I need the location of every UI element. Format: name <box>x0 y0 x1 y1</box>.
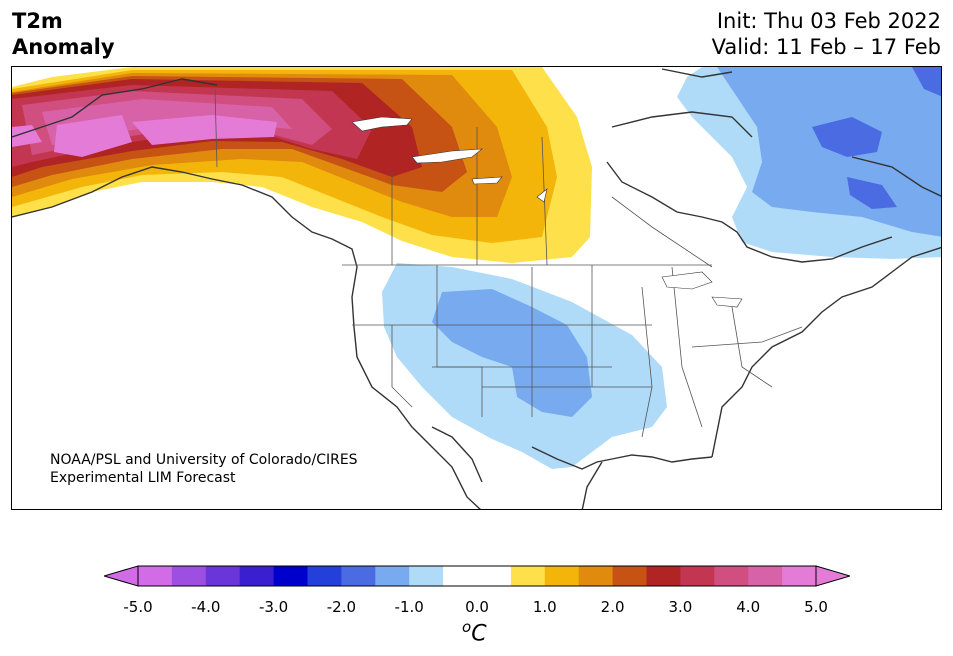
colorbar-segment <box>646 566 681 586</box>
colorbar-tick-label: -3.0 <box>258 598 289 616</box>
unit-degree-sup: o <box>462 618 472 636</box>
colorbar-segment <box>205 566 241 586</box>
lakes <box>351 116 743 308</box>
colorbar-tick-label: -4.0 <box>191 598 221 616</box>
colorbar-segment <box>680 566 715 586</box>
credit-line-2: Experimental LIM Forecast <box>50 470 236 486</box>
colorbar-segment <box>341 566 376 586</box>
colorbar-segment <box>171 566 207 586</box>
colorbar-segment <box>510 566 546 586</box>
warm-anomaly-region <box>12 67 592 263</box>
forecast-dates: Init: Thu 03 Feb 2022 Valid: 11 Feb – 17… <box>712 8 941 60</box>
colorbar-tick-label: 4.0 <box>736 598 761 616</box>
colorbar <box>104 565 850 587</box>
colorbar-over-arrow <box>815 565 850 587</box>
title-variable-sub: Anomaly <box>12 35 115 59</box>
colorbar-segment <box>782 566 817 586</box>
colorbar-segment <box>409 566 444 586</box>
anomaly-map: NOAA/PSL and University of Colorado/CIRE… <box>12 67 941 509</box>
valid-range: Valid: 11 Feb – 17 Feb <box>711 35 941 59</box>
unit-letter: C <box>471 621 487 647</box>
colorbar-tick-label: -1.0 <box>394 598 424 616</box>
coastlines <box>12 68 941 509</box>
colorbar-segment <box>612 566 647 586</box>
colorbar-unit: oC <box>462 618 487 646</box>
cool-anomaly-us <box>382 263 667 469</box>
colorbar-segment <box>375 566 410 586</box>
colorbar-ticks: -5.0 -4.0 -3.0 -2.0 -1.0 0.0 1.0 2.0 3.0 4.0 5.0 <box>0 598 953 616</box>
colorbar-under-arrow <box>104 565 139 587</box>
colorbar-segment <box>307 566 342 586</box>
colorbar-tick-label: 1.0 <box>532 598 557 616</box>
colorbar-svg <box>104 565 850 587</box>
colorbar-tick-label: 5.0 <box>804 598 828 616</box>
colorbar-tick-label: 3.0 <box>668 598 693 616</box>
colorbar-tick-label: 0.0 <box>465 598 489 616</box>
init-date: Init: Thu 03 Feb 2022 <box>716 9 941 33</box>
colorbar-segment <box>273 566 308 586</box>
map-title: T2m Anomaly <box>12 8 115 60</box>
colorbar-segment <box>578 566 614 586</box>
credit-line-1: NOAA/PSL and University of Colorado/CIRE… <box>50 452 358 468</box>
map-panel: NOAA/PSL and University of Colorado/CIRE… <box>11 66 942 510</box>
colorbar-segment <box>477 566 512 586</box>
colorbar-frame <box>137 565 817 587</box>
colorbar-segment <box>714 566 749 586</box>
colorbar-segment <box>138 566 173 586</box>
colorbar-tick-label: -5.0 <box>123 598 153 616</box>
colorbar-tick-label: 2.0 <box>600 598 625 616</box>
colorbar-segment <box>544 566 580 586</box>
colorbar-tick-label: -2.0 <box>326 598 357 616</box>
colorbar-segment <box>443 566 478 586</box>
colorbar-segment <box>239 566 275 586</box>
cool-anomaly-canada <box>677 67 941 259</box>
colorbar-segment <box>748 566 783 586</box>
title-variable: T2m <box>12 9 63 33</box>
